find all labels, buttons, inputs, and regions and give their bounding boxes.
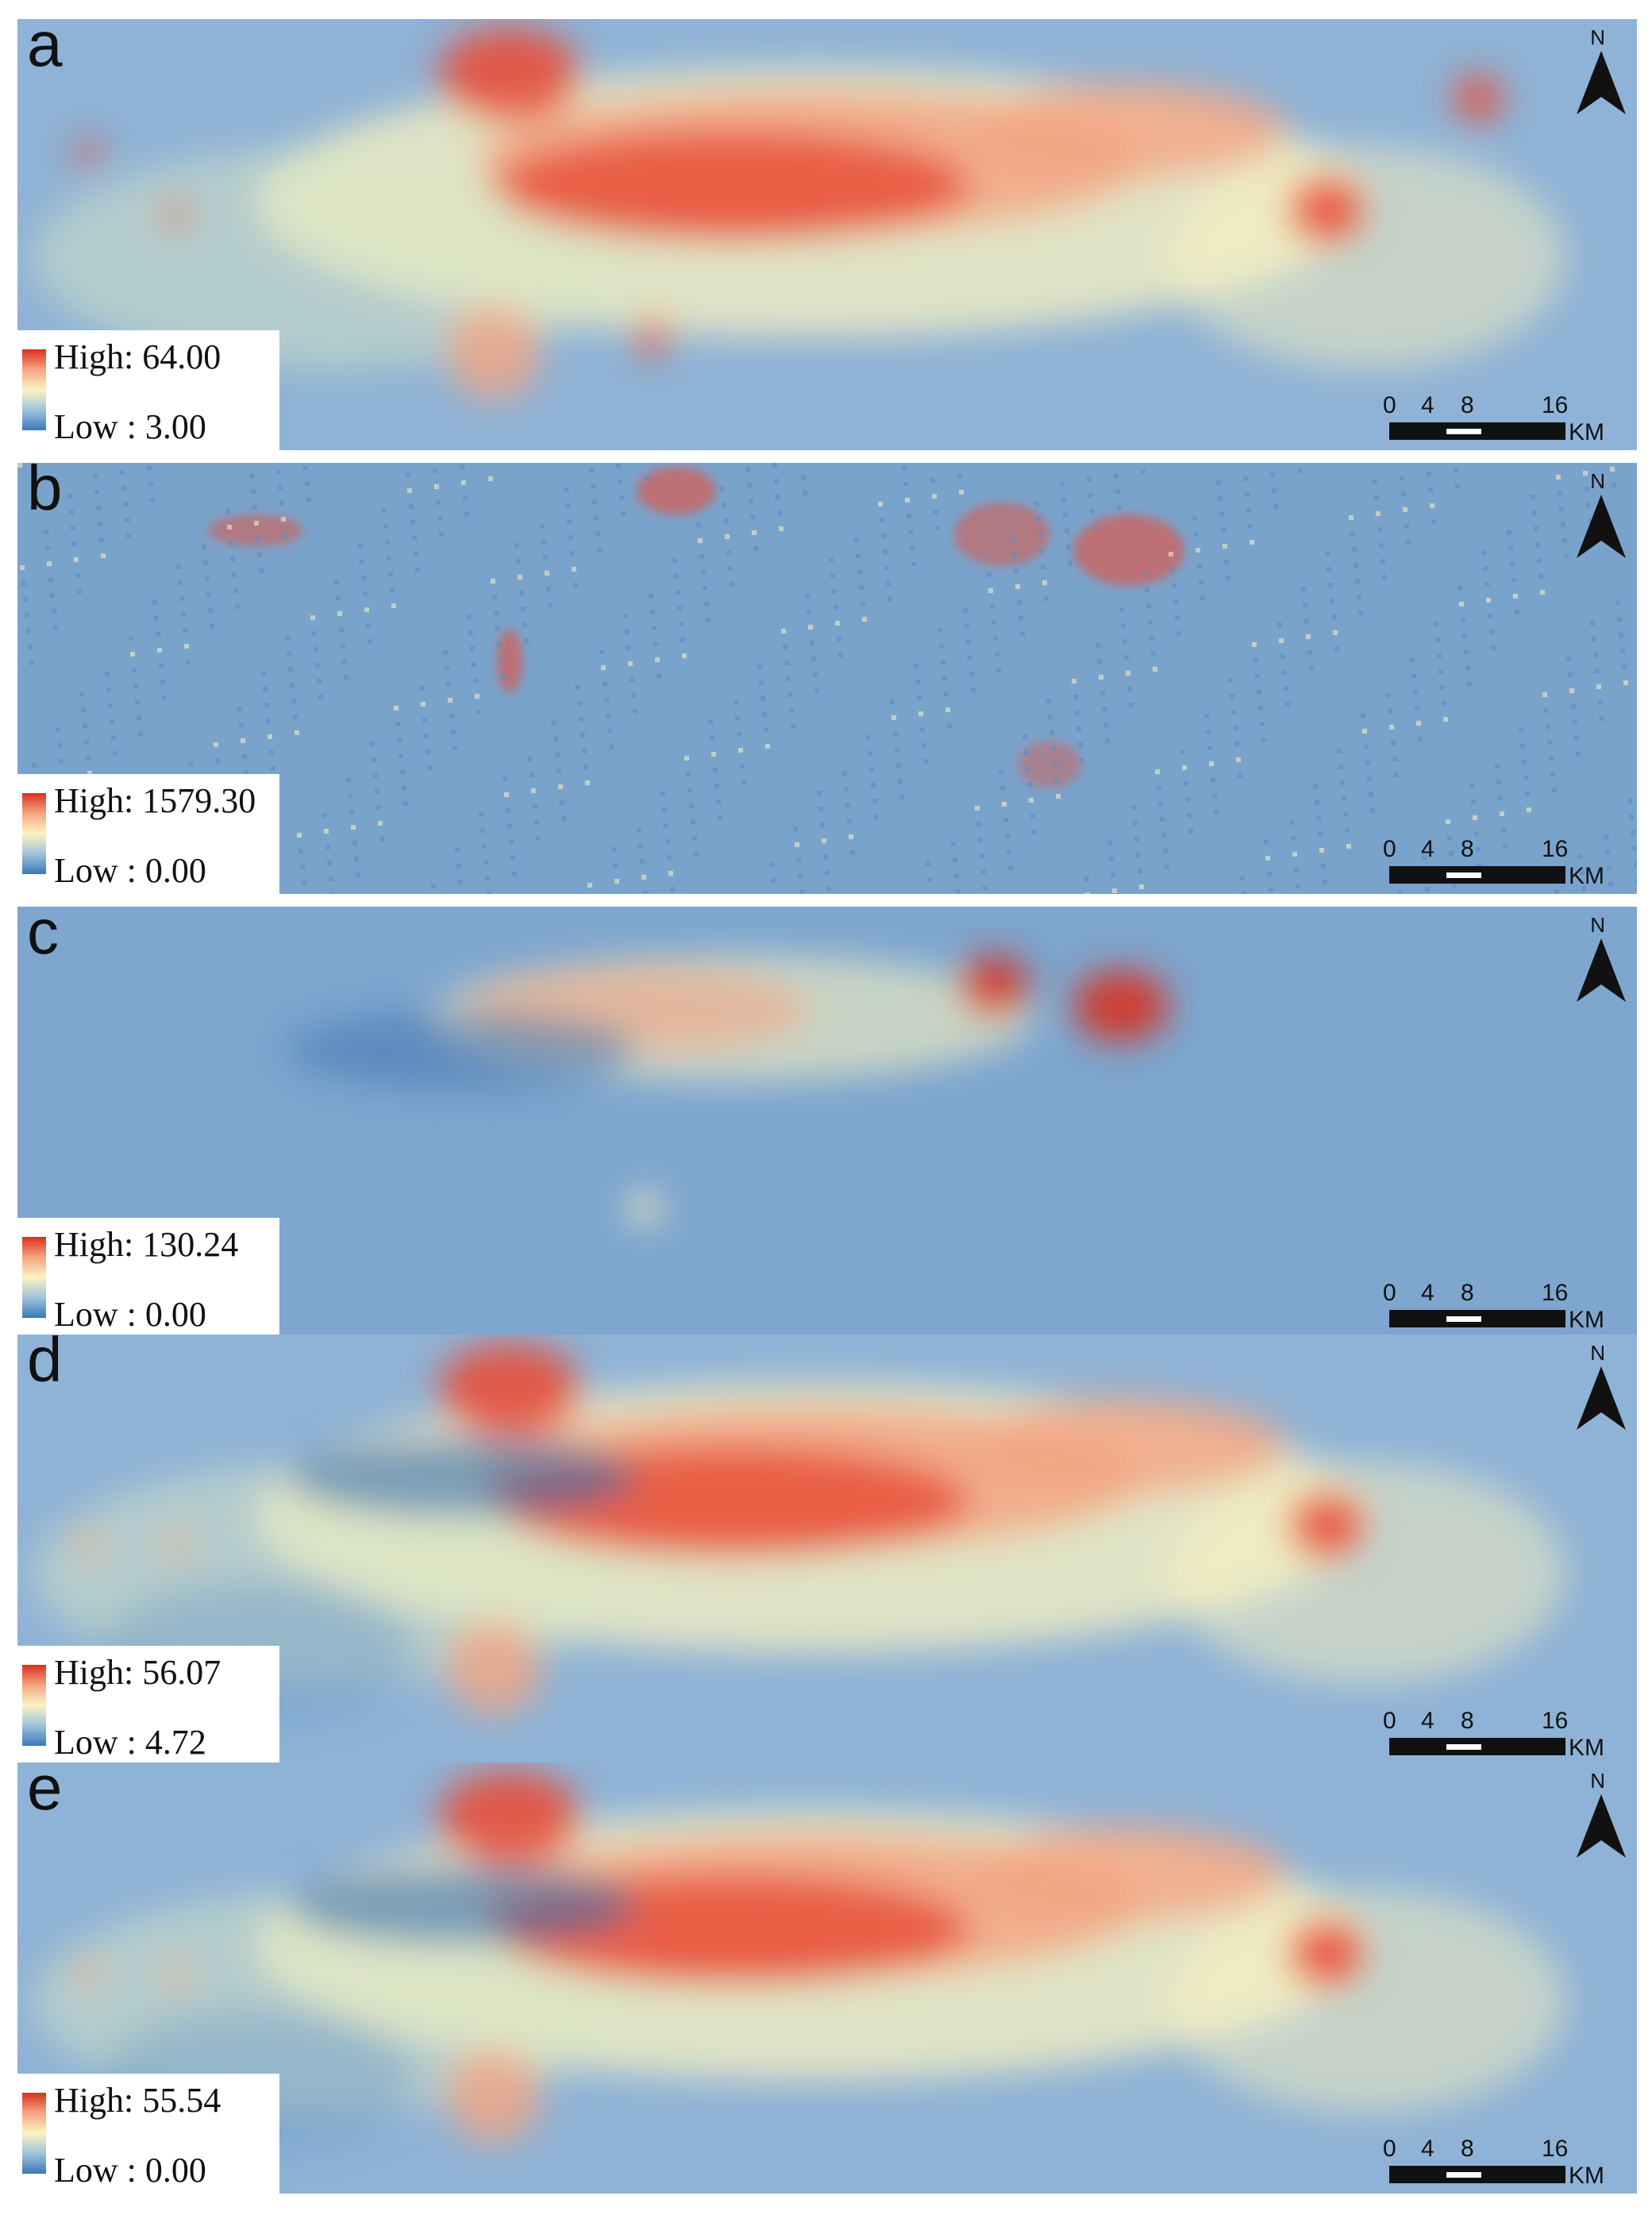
heatmap-raster [17, 19, 1637, 450]
scale-tick-16: 16 [1542, 2136, 1569, 2162]
scale-bar: 0 4 8 16 KM [1383, 2136, 1621, 2191]
north-label: N [1590, 1769, 1605, 1793]
scale-tick-4: 4 [1421, 1280, 1434, 1306]
scale-tick-8: 8 [1461, 836, 1474, 862]
north-arrow-icon [1577, 1794, 1626, 1858]
scale-tick-16: 16 [1542, 1708, 1569, 1734]
scale-tick-4: 4 [1421, 1708, 1434, 1734]
north-label: N [1590, 913, 1605, 937]
scale-unit: KM [1569, 2163, 1604, 2189]
north-arrow: N [1573, 913, 1629, 1024]
panel-letter: e [27, 1762, 63, 1823]
panel-letter: a [27, 19, 63, 79]
scale-tick-4: 4 [1421, 392, 1434, 418]
map-panel-d: d High: 56.07 Low : 4.72 N 0 4 8 16 KM [17, 1335, 1637, 1766]
scale-unit: KM [1569, 863, 1604, 889]
north-arrow-icon [1577, 1366, 1626, 1430]
scale-tick-0: 0 [1383, 2136, 1396, 2162]
north-label: N [1590, 1341, 1605, 1365]
legend: High: 56.07 Low : 4.72 [17, 1646, 279, 1766]
scale-tick-0: 0 [1383, 392, 1396, 418]
legend: High: 55.54 Low : 0.00 [17, 2074, 279, 2194]
legend-low-label: Low : 0.00 [54, 1295, 206, 1334]
north-label: N [1590, 25, 1605, 49]
heatmap-raster [17, 907, 1637, 1338]
north-arrow-icon [1577, 938, 1626, 1002]
scale-bar-segment [1446, 873, 1481, 878]
scale-unit: KM [1569, 419, 1604, 445]
panel-letter: c [27, 907, 59, 967]
legend-high-label: High: 56.07 [54, 1653, 221, 1692]
scale-tick-8: 8 [1461, 1280, 1474, 1306]
legend-high-label: High: 130.24 [54, 1225, 239, 1264]
legend-high-label: High: 55.54 [54, 2081, 221, 2120]
scale-bar-segment [1446, 1316, 1481, 1322]
map-panel-a: a High: 64.00 Low : 3.00 N 0 4 8 16 KM [17, 19, 1637, 450]
scale-bar-segment [1446, 429, 1481, 434]
scale-tick-4: 4 [1421, 2136, 1434, 2162]
scale-tick-16: 16 [1542, 1280, 1569, 1306]
legend-color-ramp [22, 349, 46, 430]
scale-tick-4: 4 [1421, 836, 1434, 862]
legend-color-ramp [22, 1237, 46, 1318]
legend-high-label: High: 1579.30 [54, 781, 256, 820]
legend-low-label: Low : 0.00 [54, 851, 206, 890]
map-panel-e: e High: 55.54 Low : 0.00 N 0 4 8 16 KM [17, 1762, 1637, 2194]
legend-color-ramp [22, 2093, 46, 2174]
legend-color-ramp [22, 1665, 46, 1746]
scale-bar: 0 4 8 16 KM [1383, 392, 1621, 448]
legend-color-ramp [22, 793, 46, 874]
heatmap-raster [17, 1335, 1637, 1766]
legend-high-label: High: 64.00 [54, 337, 221, 376]
north-arrow-icon [1577, 495, 1626, 558]
legend-low-label: Low : 0.00 [54, 2151, 206, 2190]
scale-tick-0: 0 [1383, 1280, 1396, 1306]
legend: High: 64.00 Low : 3.00 [17, 330, 279, 450]
map-panel-c: c High: 130.24 Low : 0.00 N 0 4 8 16 KM [17, 907, 1637, 1338]
panel-letter: b [27, 463, 63, 523]
north-arrow: N [1573, 1341, 1629, 1452]
scale-tick-8: 8 [1461, 1708, 1474, 1734]
scale-tick-16: 16 [1542, 836, 1569, 862]
north-arrow-icon [1577, 51, 1626, 114]
scale-bar-segment [1446, 1744, 1481, 1750]
north-arrow: N [1573, 25, 1629, 137]
scale-bar: 0 4 8 16 KM [1383, 1708, 1621, 1763]
north-label: N [1590, 469, 1605, 493]
legend-low-label: Low : 4.72 [54, 1723, 206, 1762]
heatmap-raster [17, 463, 1637, 894]
scale-bar: 0 4 8 16 KM [1383, 1280, 1621, 1335]
legend: High: 1579.30 Low : 0.00 [17, 774, 279, 894]
scale-unit: KM [1569, 1735, 1604, 1761]
map-panel-b: b High: 1579.30 Low : 0.00 N 0 4 8 16 KM [17, 463, 1637, 894]
scale-bar-segment [1446, 2172, 1481, 2178]
legend-low-label: Low : 3.00 [54, 407, 206, 446]
scale-tick-0: 0 [1383, 836, 1396, 862]
scale-tick-8: 8 [1461, 392, 1474, 418]
scale-tick-0: 0 [1383, 1708, 1396, 1734]
north-arrow: N [1573, 469, 1629, 580]
scale-bar: 0 4 8 16 KM [1383, 836, 1621, 892]
north-arrow: N [1573, 1769, 1629, 1880]
scale-unit: KM [1569, 1307, 1604, 1333]
panel-letter: d [27, 1335, 63, 1395]
scale-tick-8: 8 [1461, 2136, 1474, 2162]
legend: High: 130.24 Low : 0.00 [17, 1218, 279, 1338]
scale-tick-16: 16 [1542, 392, 1569, 418]
